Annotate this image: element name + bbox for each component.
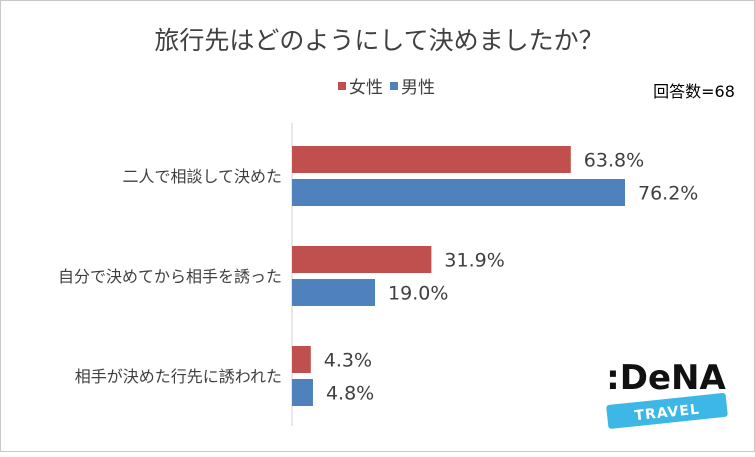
legend-label-male: 男性 [401, 78, 435, 98]
data-label: 63.8% [584, 150, 644, 172]
legend-swatch-male [390, 82, 398, 90]
dena-logo: :DeNA TRAVEL [606, 358, 728, 429]
bar-male [292, 179, 625, 206]
bar-female [292, 146, 571, 173]
legend: 女性 男性 [338, 78, 435, 98]
data-label: 4.3% [324, 350, 372, 372]
legend-label-female: 女性 [349, 78, 383, 98]
dena-logo-travel: TRAVEL [634, 402, 701, 425]
data-label: 19.0% [388, 283, 448, 305]
data-label: 4.8% [326, 383, 374, 405]
bar-female [292, 346, 311, 373]
chart-title: 旅行先はどのようにして決めましたか？ [154, 26, 603, 55]
plot-area: 二人で相談して決めた 63.8% 76.2% 自分で決めてから相手を誘った 31.9% 1… [58, 146, 698, 406]
category-label: 相手が決めた行先に誘われた [75, 367, 282, 386]
bar-male [292, 279, 376, 306]
category-label: 自分で決めてから相手を誘った [58, 267, 282, 286]
dena-logo-band [606, 392, 728, 429]
dena-logo-wordmark: :DeNA [606, 358, 726, 398]
data-label: 76.2% [638, 183, 698, 205]
legend-swatch-female [338, 82, 346, 90]
bar-female [292, 246, 432, 273]
response-count-note: 回答数=68 [653, 82, 735, 101]
bar-male [292, 379, 313, 406]
data-label: 31.9% [444, 250, 504, 272]
category-label: 二人で相談して決めた [122, 167, 282, 186]
